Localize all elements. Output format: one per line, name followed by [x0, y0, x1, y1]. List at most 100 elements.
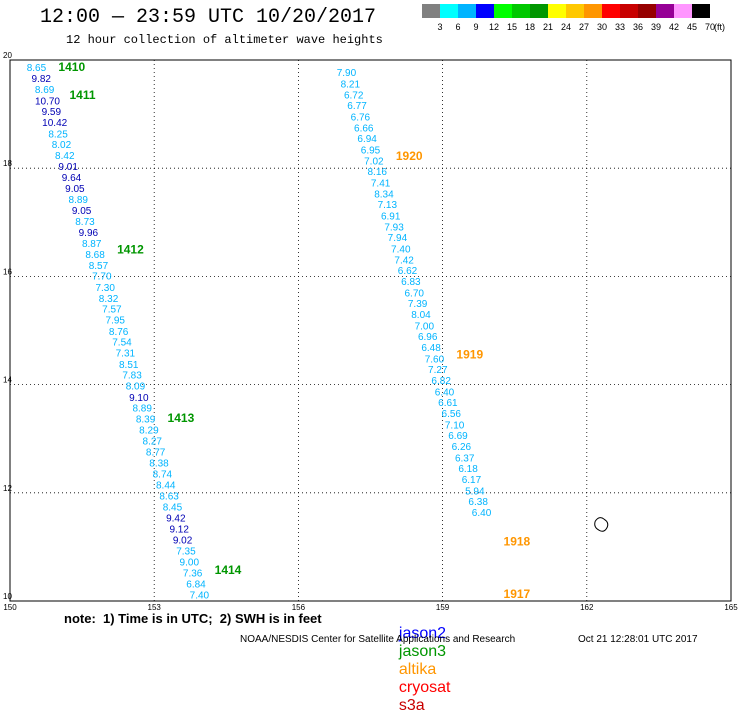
- wave-height-label: 6.70: [405, 288, 425, 299]
- color-scale-tick: 30: [597, 22, 607, 32]
- wave-height-label: 8.74: [153, 470, 173, 481]
- wave-height-label: 6.84: [186, 579, 206, 590]
- color-swatch-42: [656, 4, 674, 18]
- wave-height-label: 7.95: [106, 315, 126, 326]
- wave-height-label: 8.16: [367, 167, 387, 178]
- pass-number-label: 1919: [456, 348, 483, 362]
- wave-height-label: 6.40: [435, 387, 455, 398]
- footer-timestamp: Oct 21 12:28:01 UTC 2017: [578, 634, 698, 645]
- wave-height-label: 7.30: [95, 283, 115, 294]
- lat-tick-label: 18: [3, 159, 12, 168]
- lat-tick-label: 20: [3, 51, 12, 60]
- wave-height-label: 8.76: [109, 327, 129, 338]
- legend-cryosat: cryosat: [398, 679, 451, 696]
- color-swatch-3: [422, 4, 440, 18]
- color-scale-tick: 6: [455, 22, 460, 32]
- wave-height-label: 7.00: [415, 321, 435, 332]
- color-swatch-21: [530, 4, 548, 18]
- wave-height-label: 9.42: [166, 513, 186, 524]
- wave-height-label: 9.82: [32, 74, 52, 85]
- pass-number-label: 1412: [117, 243, 144, 257]
- wave-height-label: 7.13: [378, 200, 398, 211]
- color-swatch-36: [620, 4, 638, 18]
- wave-height-label: 8.04: [411, 310, 431, 321]
- lon-tick-label: 159: [436, 603, 450, 612]
- wave-height-label: 8.02: [52, 140, 72, 151]
- wave-height-label: 8.09: [126, 381, 146, 392]
- wave-height-label: 8.69: [35, 85, 55, 96]
- lon-tick-label: 162: [580, 603, 594, 612]
- pass-number-label: 1920: [396, 149, 423, 163]
- pass-number-label: 1414: [215, 563, 242, 577]
- color-swatch-45: [674, 4, 692, 18]
- color-swatch-12: [476, 4, 494, 18]
- wave-height-label: 8.89: [132, 404, 152, 415]
- legend-altika: altika: [398, 661, 437, 678]
- wave-height-label: 6.26: [452, 442, 472, 453]
- wave-height-label: 7.57: [102, 305, 122, 316]
- wave-height-label: 7.70: [92, 272, 112, 283]
- wave-height-label: 8.39: [136, 414, 156, 425]
- color-scale-tick: 3: [437, 22, 442, 32]
- wave-height-label: 6.76: [351, 113, 371, 124]
- legend-jason2: jason2: [398, 625, 447, 642]
- color-scale-tick: 39: [651, 22, 661, 32]
- satellite-legend: jason2 jason3 altika cryosat s3a: [390, 607, 458, 715]
- wave-height-label: 9.01: [58, 162, 78, 173]
- color-swatch-9: [458, 4, 476, 18]
- wave-height-label: 8.65: [27, 63, 47, 74]
- wave-height-label: 6.82: [431, 376, 451, 387]
- lon-tick-label: 150: [3, 603, 17, 612]
- chart-subtitle: 12 hour collection of altimeter wave hei…: [66, 33, 383, 47]
- pass-number-label: 1410: [58, 60, 85, 74]
- color-scale-tick: 33: [615, 22, 625, 32]
- wave-height-label: 6.48: [421, 343, 441, 354]
- wave-height-label: 8.89: [69, 195, 89, 206]
- footer-credit: NOAA/NESDIS Center for Satellite Applica…: [240, 634, 516, 645]
- wave-height-label: 6.66: [354, 123, 374, 134]
- wave-height-label: 8.21: [341, 80, 361, 91]
- color-swatch-18: [512, 4, 530, 18]
- wave-height-label: 8.25: [48, 129, 68, 140]
- wave-height-label: 6.40: [472, 508, 492, 519]
- wave-height-label: 7.42: [394, 255, 414, 266]
- color-scale-tick: 27: [579, 22, 589, 32]
- wave-height-label: 8.42: [55, 151, 75, 162]
- wave-height-label: 8.63: [159, 491, 179, 502]
- wave-height-label: 7.10: [445, 420, 465, 431]
- color-scale-tick: 12: [489, 22, 499, 32]
- wave-height-label: 7.41: [371, 179, 391, 190]
- wave-height-label: 7.93: [384, 222, 404, 233]
- map-frame: [9, 59, 732, 602]
- legend-jason3: jason3: [398, 643, 447, 660]
- wave-height-label: 9.64: [62, 173, 82, 184]
- chart-title: 12:00 — 23:59 UTC 10/20/2017: [40, 6, 377, 29]
- wave-height-label: 6.37: [455, 453, 475, 464]
- color-swatch-30: [584, 4, 602, 18]
- wave-height-label: 8.87: [82, 239, 102, 250]
- wave-height-label: 6.96: [418, 332, 438, 343]
- pass-number-label: 1411: [69, 88, 95, 102]
- wave-height-label: 8.27: [143, 437, 163, 448]
- wave-height-label: 8.68: [85, 250, 105, 261]
- footnote: note: 1) Time is in UTC; 2) SWH is in fe…: [64, 611, 322, 626]
- wave-height-label: 7.40: [190, 590, 210, 601]
- wave-height-label: 6.18: [458, 464, 478, 475]
- wave-height-label: 9.96: [79, 228, 99, 239]
- wave-height-label: 7.27: [428, 365, 448, 376]
- wave-height-label: 7.54: [112, 338, 132, 349]
- wave-height-label: 6.38: [468, 497, 488, 508]
- wave-height-label: 9.05: [72, 206, 92, 217]
- wave-height-label: 8.57: [89, 261, 109, 272]
- color-scale-tick: 24: [561, 22, 571, 32]
- wave-height-label: 10.70: [35, 96, 60, 107]
- wave-height-label: 7.90: [337, 68, 357, 79]
- island-outline: [594, 517, 609, 532]
- wave-height-label: 7.60: [425, 354, 445, 365]
- wave-height-label: 7.36: [183, 569, 203, 580]
- lon-tick-label: 165: [724, 603, 738, 612]
- color-swatch-24: [548, 4, 566, 18]
- wave-height-label: 9.00: [180, 557, 200, 568]
- wave-height-label: 7.83: [122, 371, 142, 382]
- pass-number-label: 1917: [504, 587, 531, 601]
